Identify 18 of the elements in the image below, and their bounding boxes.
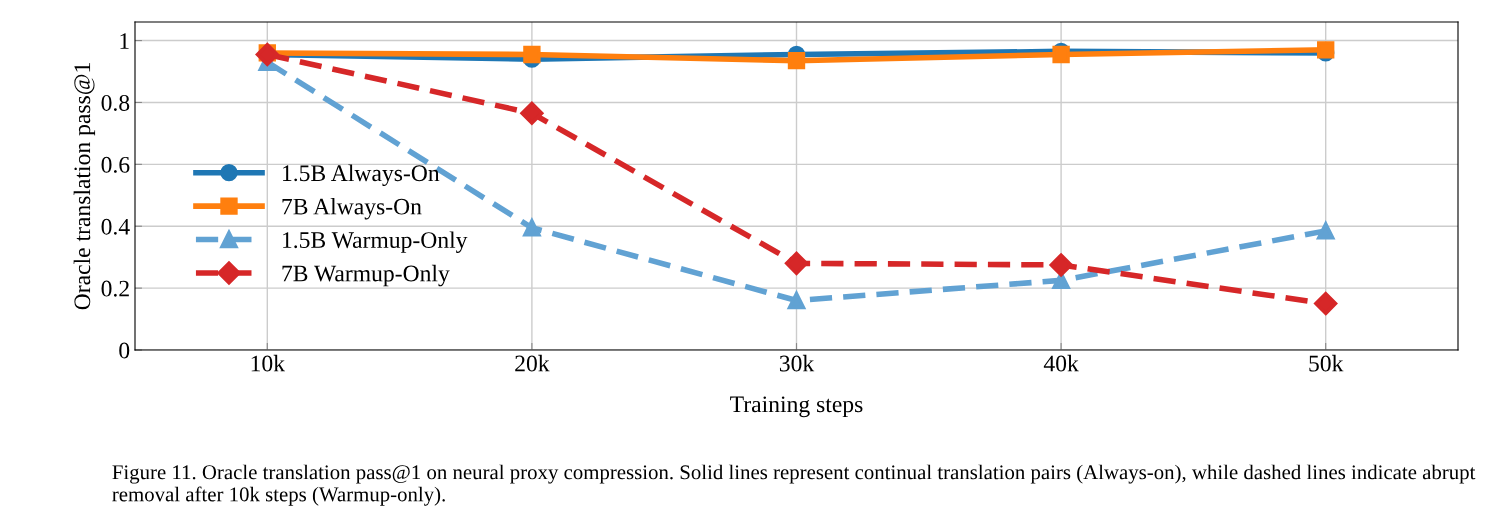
x-axis-title: Training steps: [730, 396, 863, 418]
y-tick-label: 0.2: [101, 280, 129, 297]
legend-label: 7B Always-On: [282, 197, 422, 220]
y-tick-label: 1: [120, 33, 129, 49]
x-tick-label: 20k: [515, 354, 550, 372]
legend-label: 1.5B Always-On: [283, 164, 440, 187]
y-tick-label: 0.4: [101, 218, 130, 235]
x-tick-label: 30k: [779, 354, 815, 372]
legend-label: 1.5B Warmup-Only: [283, 231, 468, 253]
x-tick-label: 50k: [1309, 354, 1344, 372]
caption: Figure 11. Oracle translation pass@1 on neural proxy compression. Solid lines represent continual translation pairs (Always-on), while dashed lines indicate abrupt removal after 10k steps (Warmup-only).: [112, 464, 1476, 506]
legend-label: 7B Warmup-Only: [282, 264, 450, 287]
x-tick-label: 10k: [251, 354, 286, 372]
y-tick-label: 0: [119, 342, 130, 359]
y-axis-title: Oracle translation pass@1: [73, 63, 96, 310]
y-tick-label: 0.6: [101, 156, 130, 173]
x-tick-label: 40k: [1043, 354, 1079, 372]
y-tick-label: 0.8: [101, 94, 130, 111]
